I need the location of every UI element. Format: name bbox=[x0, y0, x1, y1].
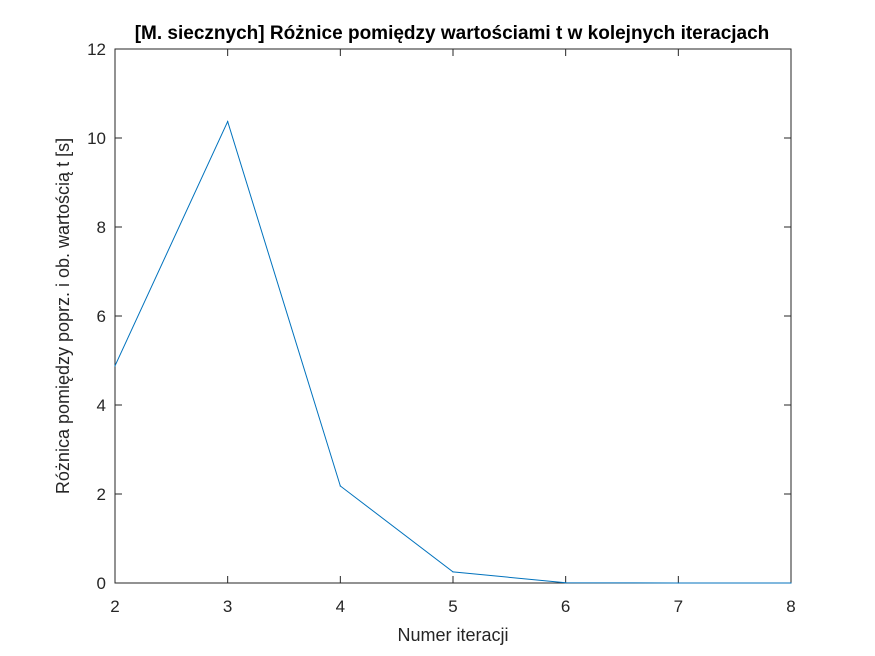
x-tick-label: 7 bbox=[674, 597, 683, 616]
data-point bbox=[677, 582, 679, 584]
y-axis-label: Różnica pomiędzy poprz. i ob. wartością … bbox=[53, 138, 73, 494]
y-tick-label: 0 bbox=[97, 574, 106, 593]
x-tick-label: 6 bbox=[561, 597, 570, 616]
plot-area-box bbox=[114, 48, 792, 584]
data-point bbox=[790, 582, 792, 584]
x-tick-label: 3 bbox=[223, 597, 232, 616]
y-tick-label: 10 bbox=[87, 129, 106, 148]
y-tick-label: 6 bbox=[97, 307, 106, 326]
data-point bbox=[565, 582, 567, 584]
y-tick-label: 2 bbox=[97, 485, 106, 504]
data-point bbox=[114, 365, 116, 367]
x-axis-ticks: 2 3 4 5 6 7 8 bbox=[110, 49, 796, 616]
y-axis-ticks: 0 2 4 6 8 10 12 bbox=[87, 40, 791, 593]
y-tick-label: 8 bbox=[97, 218, 106, 237]
y-tick-label: 12 bbox=[87, 40, 106, 59]
x-axis-label: Numer iteracji bbox=[397, 625, 508, 645]
chart-title: [M. siecznych] Różnice pomiędzy wartości… bbox=[135, 23, 770, 44]
x-tick-label: 4 bbox=[336, 597, 345, 616]
x-tick-label: 5 bbox=[448, 597, 457, 616]
x-tick-label: 8 bbox=[786, 597, 795, 616]
data-point bbox=[339, 485, 341, 487]
data-point bbox=[227, 120, 229, 123]
data-point bbox=[452, 571, 454, 573]
series-group bbox=[114, 120, 792, 584]
x-tick-label: 2 bbox=[110, 597, 119, 616]
y-tick-label: 4 bbox=[97, 396, 106, 415]
